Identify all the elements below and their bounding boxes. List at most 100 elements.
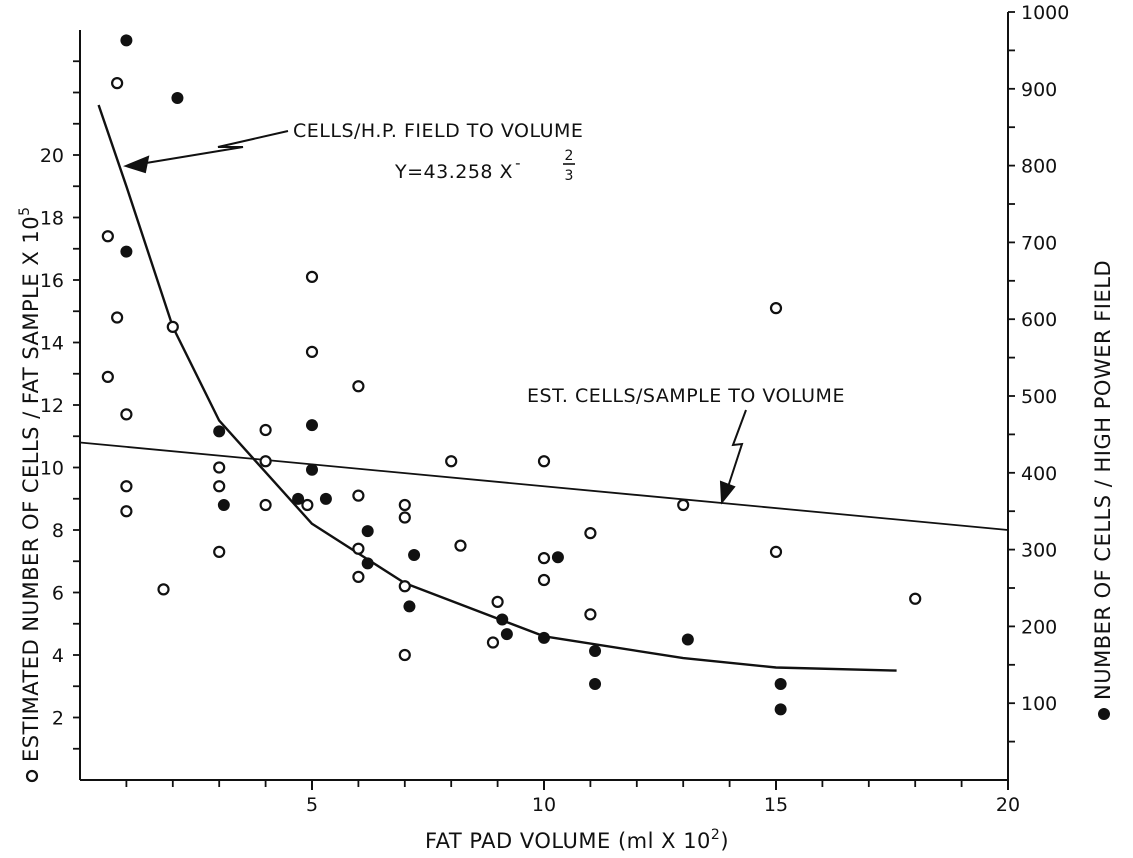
filled-circle-point — [551, 551, 564, 564]
open-circle-point — [398, 498, 411, 512]
filled-circle-point — [681, 633, 694, 646]
exponent-numerator: 2 — [565, 148, 574, 164]
filled-circle-legend-marker — [1098, 708, 1110, 720]
filled-circle-point — [120, 34, 133, 47]
open-circle-point — [398, 511, 411, 524]
filled-circle-point — [403, 600, 416, 613]
power-curve-leader-arrow — [123, 130, 289, 174]
open-circle-point — [120, 408, 133, 421]
open-circle-point — [166, 320, 179, 333]
power-curve-equation: Y=43.258 X- 2 3 — [394, 148, 575, 184]
filled-circle-point — [589, 644, 602, 657]
filled-circle-point — [319, 492, 332, 505]
open-circle-point — [101, 230, 114, 243]
left-axis-title: ESTIMATED NUMBER OF CELLS / FAT SAMPLE X… — [17, 206, 43, 762]
open-circle-point — [305, 345, 319, 358]
open-circle-point — [352, 380, 365, 393]
y-right-tick-label: 300 — [1021, 540, 1057, 562]
open-circle-point — [486, 636, 500, 649]
open-circle-point — [584, 608, 597, 621]
y-right-tick-label: 100 — [1021, 693, 1057, 715]
svg-text:Y=43.258 X-: Y=43.258 X- — [394, 154, 521, 183]
filled-circle-point — [306, 463, 318, 476]
y-right-tick-label: 800 — [1021, 156, 1057, 178]
filled-circle-point — [292, 492, 305, 505]
y-left-tick-label: 12 — [40, 395, 64, 417]
x-tick-label: 15 — [764, 794, 788, 816]
y-right-tick-label: 900 — [1021, 79, 1057, 101]
y-left-tick-label: 6 — [52, 583, 64, 605]
open-circle-point — [157, 583, 170, 596]
open-circle-point — [491, 595, 504, 608]
x-tick-label: 5 — [306, 794, 318, 816]
y-left-tick-label: 2 — [52, 708, 64, 730]
open-circle-point — [120, 505, 133, 518]
open-circle-point — [398, 580, 411, 593]
right-axis-title-group: NUMBER OF CELLS / HIGH POWER FIELD — [1091, 260, 1115, 720]
linear-curve-label: EST. CELLS/SAMPLE TO VOLUME — [527, 385, 845, 407]
open-circle-point — [537, 573, 551, 587]
y-left-tick-label: 8 — [52, 520, 64, 542]
filled-circle-point — [408, 548, 421, 561]
open-circle-point — [111, 77, 124, 90]
y-left-tick-label: 10 — [40, 458, 64, 480]
open-circle-point — [537, 552, 551, 565]
filled-circle-point — [496, 613, 509, 626]
open-circle-legend-marker — [25, 769, 39, 783]
y-right-tick-label: 600 — [1021, 309, 1057, 331]
filled-circle-point — [361, 557, 374, 570]
open-circle-point — [445, 455, 458, 468]
power-curve-label: CELLS/H.P. FIELD TO VOLUME — [293, 120, 583, 142]
linear-curve-leader-arrow — [719, 409, 747, 505]
open-circle-point — [352, 570, 365, 583]
open-circle-point — [213, 545, 226, 558]
open-circle-point — [305, 270, 319, 283]
filled-circle-point — [500, 628, 513, 641]
ticks: 5 10 15 20 2 4 6 8 10 12 14 16 18 20 100 200 300 400 500 60… — [40, 2, 1070, 816]
left-axis-title-group: ESTIMATED NUMBER OF CELLS / FAT SAMPLE X… — [17, 206, 43, 783]
x-tick-label: 10 — [532, 794, 556, 816]
open-circle-point — [301, 498, 314, 512]
open-circle-point — [213, 461, 226, 474]
open-circle-point — [259, 423, 272, 437]
filled-circle-point — [774, 703, 787, 716]
open-circle-point — [259, 498, 272, 512]
y-left-tick-label: 18 — [40, 208, 64, 230]
filled-circle-point — [171, 92, 184, 105]
y-left-tick-label: 4 — [52, 645, 64, 667]
y-left-tick-label: 14 — [40, 333, 64, 355]
open-circle-point — [352, 542, 365, 555]
right-axis-title: NUMBER OF CELLS / HIGH POWER FIELD — [1091, 260, 1115, 700]
open-circle-point — [454, 539, 467, 552]
x-tick-label: 20 — [996, 794, 1020, 816]
open-circle-point — [213, 480, 226, 493]
x-axis-title: FAT PAD VOLUME (ml X 102) — [425, 827, 729, 853]
y-right-tick-label: 400 — [1021, 463, 1057, 485]
open-circle-point — [120, 480, 133, 493]
filled-circle-point — [213, 425, 226, 438]
open-circle-point — [769, 545, 783, 558]
open-circle-point — [537, 455, 551, 468]
y-right-tick-label: 1000 — [1021, 2, 1069, 24]
open-circle-point — [584, 527, 597, 540]
y-right-tick-label: 500 — [1021, 386, 1057, 408]
open-circle-point — [352, 489, 365, 502]
filled-circle-point — [217, 499, 230, 512]
y-right-tick-label: 200 — [1021, 616, 1057, 638]
open-circle-point — [398, 648, 411, 662]
open-circle-point — [259, 455, 272, 468]
y-right-tick-label: 700 — [1021, 232, 1057, 254]
exponent-denominator: 3 — [565, 168, 574, 184]
filled-circle-point — [361, 525, 374, 538]
filled-circle-point — [589, 678, 602, 690]
filled-circle-point — [538, 631, 550, 644]
open-circle-point — [769, 302, 783, 315]
open-circle-point — [909, 592, 922, 605]
open-circle-point — [677, 498, 690, 512]
filled-circle-point — [120, 245, 133, 258]
data-points — [101, 34, 922, 716]
filled-circle-point — [774, 678, 787, 690]
filled-circle-point — [306, 419, 318, 432]
open-circle-point — [111, 311, 124, 324]
open-circle-point — [101, 370, 114, 383]
